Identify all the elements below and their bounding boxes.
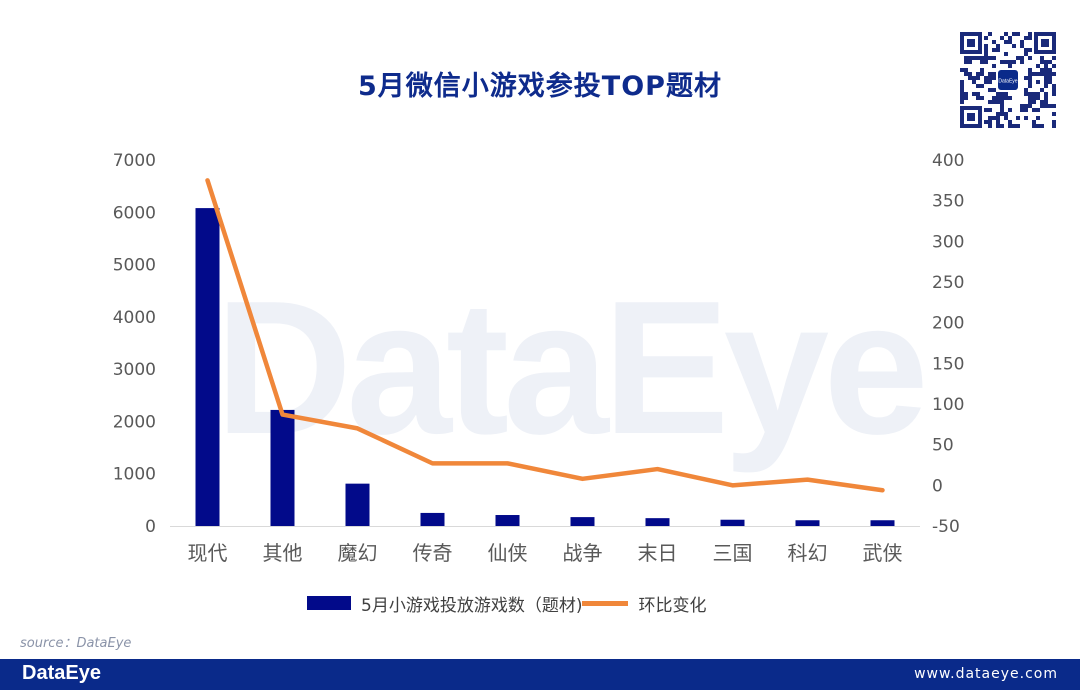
y-right-tick-label: 150 [932, 354, 964, 374]
x-tick-label: 魔幻 [338, 541, 378, 565]
bar-series [195, 208, 895, 527]
bar [570, 517, 595, 526]
bar [870, 520, 895, 526]
bar [195, 208, 220, 527]
bar [795, 520, 820, 526]
legend-line-label: 环比变化 [638, 595, 707, 616]
y-right-tick-label: -50 [932, 517, 960, 537]
watermark: DataEye [215, 262, 929, 474]
footer-bar: DataEye www.dataeye.com [0, 659, 1080, 690]
x-tick-label: 三国 [713, 541, 753, 565]
bar [720, 519, 745, 526]
y-right-axis: -50 0 50 100 150 200 250 300 350 400 [932, 151, 964, 537]
y-right-tick-label: 300 [932, 232, 964, 252]
x-tick-label: 科幻 [788, 541, 828, 565]
y-right-tick-label: 400 [932, 151, 964, 171]
line-series [205, 178, 885, 493]
y-right-tick-label: 250 [932, 273, 964, 293]
footer-logo: DataEye [22, 662, 101, 684]
x-tick-label: 末日 [638, 541, 678, 565]
x-tick-label: 传奇 [413, 541, 453, 565]
y-left-tick-label: 7000 [113, 151, 156, 171]
y-left-tick-label: 0 [145, 517, 156, 537]
legend-bar-swatch [307, 596, 351, 610]
x-tick-label: 仙侠 [488, 541, 528, 565]
x-tick-label: 现代 [188, 541, 228, 565]
x-axis: 现代 其他 魔幻 传奇 仙侠 战争 末日 三国 科幻 武侠 [188, 541, 903, 565]
y-right-tick-label: 350 [932, 192, 964, 212]
legend: 5月小游戏投放游戏数（题材) 环比变化 [0, 590, 1080, 616]
y-left-tick-label: 4000 [113, 308, 156, 328]
source-note: source：DataEye [20, 636, 132, 651]
y-left-tick-label: 6000 [113, 203, 156, 223]
x-tick-label: 其他 [263, 541, 303, 565]
legend-line-swatch [582, 600, 629, 606]
bar [420, 512, 445, 526]
y-right-tick-label: 200 [932, 314, 964, 334]
qr-code-icon: DataEye [958, 30, 1058, 130]
y-right-tick-label: 100 [932, 395, 964, 415]
footer-url[interactable]: www.dataeye.com [914, 666, 1058, 682]
y-left-tick-label: 1000 [113, 465, 156, 485]
y-left-tick-label: 5000 [113, 256, 156, 276]
x-tick-label: 武侠 [863, 541, 903, 565]
y-right-tick-label: 0 [932, 476, 943, 496]
bar [345, 483, 370, 526]
y-left-axis: 0 1000 2000 3000 4000 5000 6000 7000 [113, 151, 156, 537]
x-tick-label: 战争 [563, 541, 603, 565]
bar [270, 409, 295, 526]
legend-bar-label: 5月小游戏投放游戏数（题材) [361, 595, 583, 616]
qr-logo-text: DataEye [998, 79, 1017, 85]
y-right-tick-label: 50 [932, 436, 954, 456]
y-left-tick-label: 2000 [113, 412, 156, 432]
legend-item-line: 环比变化 [582, 591, 706, 616]
y-left-tick-label: 3000 [113, 360, 156, 380]
legend-item-bar: 5月小游戏投放游戏数（题材) [307, 591, 582, 616]
chart-title: 5月微信小游戏参投TOP题材 [358, 71, 722, 102]
bar-line-chart: 0 1000 2000 3000 4000 5000 6000 7000 -50 0 50 100 1… [113, 151, 965, 565]
bar [645, 518, 670, 526]
bar [495, 515, 520, 526]
